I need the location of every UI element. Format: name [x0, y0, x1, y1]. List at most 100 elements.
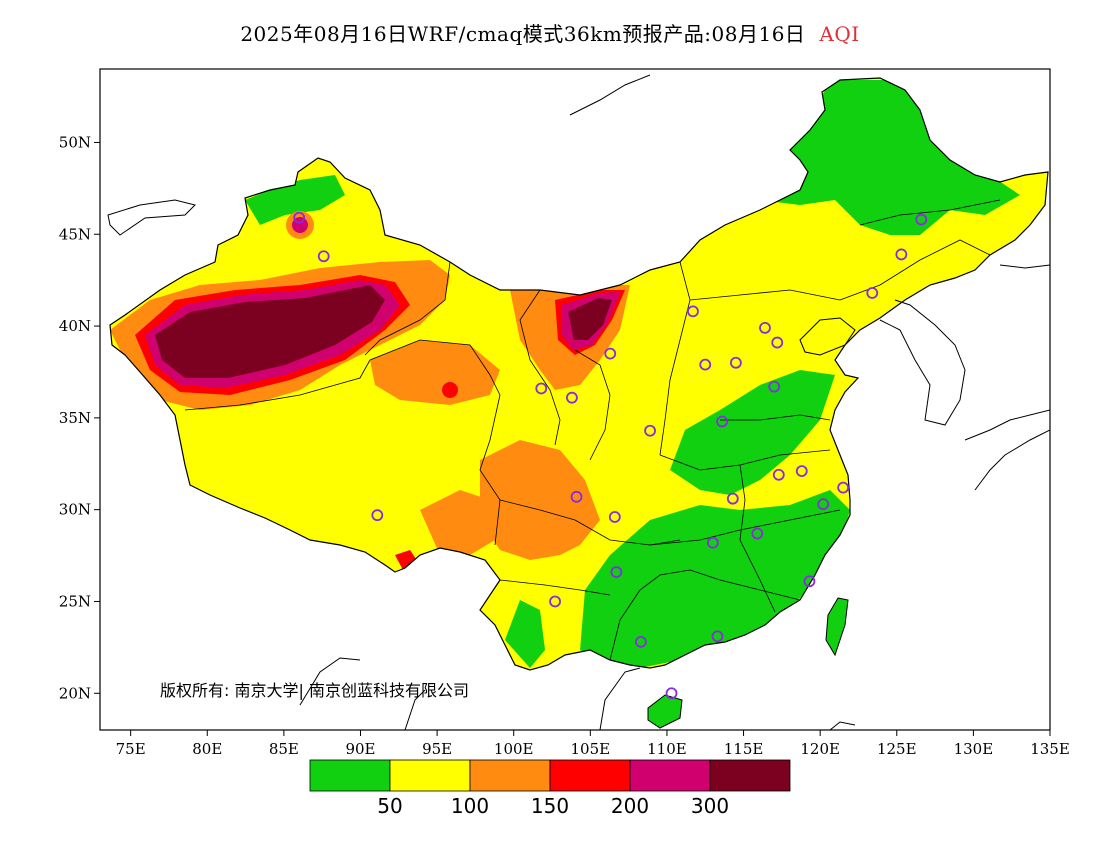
city-marker [293, 211, 306, 224]
russia-coast [999, 264, 1050, 269]
city-marker [729, 356, 742, 369]
city-marker [549, 595, 561, 608]
title-product: AQI [819, 22, 860, 46]
boundary-jilin-heilongjiang [859, 199, 1001, 226]
legend-swatch [549, 759, 631, 792]
y-tick-label: 35N [59, 409, 91, 427]
x-tick-label: 120E [800, 740, 840, 758]
boundary-xinjiang-gansu [364, 261, 451, 356]
legend-swatch [389, 759, 471, 792]
hainan-island [647, 694, 683, 729]
vietnam-coast [599, 667, 641, 730]
city-marker [634, 635, 647, 648]
boundary-liaoning-jilin [839, 239, 991, 301]
legend-swatch [309, 759, 391, 792]
city-marker [566, 391, 578, 404]
x-tick-label: 80E [192, 740, 222, 758]
x-tick-label: 130E [954, 740, 994, 758]
aqi-good-zone-central [670, 370, 835, 495]
city-marker [711, 630, 724, 643]
city-marker [371, 509, 384, 522]
city-marker [759, 321, 771, 334]
legend-label: 300 [691, 794, 729, 818]
boundary-hebei-inner-mongolia [689, 289, 841, 301]
japan-coast-south [974, 429, 1050, 491]
korea-coast [879, 299, 966, 426]
aqi-usg-zone-tibet-east [420, 490, 495, 555]
aqi-good-zone-altai [245, 175, 345, 225]
philippines-coast [829, 721, 856, 730]
city-marker [570, 490, 583, 503]
aqi-good-zone-yunnan [505, 600, 545, 668]
x-tick-label: 75E [116, 740, 146, 758]
boundary-hunan-jiangxi [649, 509, 841, 546]
aqi-usg-zone-sichuan [480, 440, 600, 560]
boundary-shandong-jiangsu [720, 414, 831, 421]
legend-label: 50 [377, 794, 402, 818]
city-marker [768, 380, 781, 393]
aqi-good-zone-northeast [760, 80, 1020, 235]
legend-swatch [629, 759, 711, 792]
x-tick-label: 85E [269, 740, 299, 758]
northern-coast-fragment [569, 74, 651, 116]
city-marker [915, 213, 928, 226]
x-tick-label: 105E [571, 740, 611, 758]
y-tick-label: 20N [59, 684, 91, 702]
aqi-hazardous-zone-alxa [568, 298, 612, 340]
x-tick-label: 90E [345, 740, 375, 758]
japan-coast-kyushu [964, 409, 1050, 441]
legend-label: 200 [611, 794, 649, 818]
province-boundaries [184, 199, 1001, 661]
coastlines [107, 74, 1050, 730]
y-axis: 20N 25N 30N 35N 40N 45N 50N [59, 133, 100, 702]
y-tick-label: 30N [59, 501, 91, 519]
x-tick-label: 115E [724, 740, 764, 758]
aqi-legend: 50 100 150 200 300 [309, 759, 791, 818]
city-marker [837, 481, 850, 494]
city-marker [803, 575, 816, 588]
city-marker [716, 415, 728, 428]
legend-label: 150 [531, 794, 569, 818]
y-tick-label: 25N [59, 592, 91, 610]
bangladesh-coast [404, 689, 426, 730]
city-marker [608, 511, 621, 523]
city-marker [817, 498, 830, 511]
copyright-text: 版权所有: 南京大学| 南京创蓝科技有限公司 [160, 681, 469, 700]
aqi-good-zone-south [580, 490, 850, 668]
boundary-xinjiang-tibet [184, 339, 501, 411]
legend-swatch [709, 759, 791, 792]
aqi-hotspot-qaidam [442, 382, 458, 398]
x-tick-label: 95E [422, 740, 452, 758]
x-tick-label: 135E [1030, 740, 1070, 758]
taiwan-island [825, 597, 849, 657]
boundary-tibet-sichuan [479, 394, 501, 546]
city-marker [604, 347, 617, 360]
bohai-sea-coast [799, 317, 856, 356]
x-tick-label: 100E [494, 740, 534, 758]
y-tick-label: 50N [59, 133, 91, 151]
india-coast-fragment [299, 657, 361, 706]
city-markers [293, 211, 928, 700]
city-marker [726, 492, 739, 505]
y-tick-label: 45N [59, 225, 91, 243]
legend-swatch [469, 759, 551, 792]
aqi-usg-zone-qinghai [370, 340, 500, 405]
city-marker [644, 424, 656, 437]
city-marker [687, 305, 699, 318]
map-title: 2025年08月16日WRF/cmaq模式36km预报产品:08月16日 AQI [0, 18, 1100, 47]
boundary-yunnan [499, 579, 611, 596]
x-tick-label: 110E [647, 740, 687, 758]
city-marker [535, 382, 548, 395]
x-tick-label: 125E [877, 740, 917, 758]
city-marker [771, 336, 784, 349]
city-marker [317, 250, 330, 263]
boundary-guangxi [609, 569, 691, 661]
city-marker [610, 566, 623, 578]
city-marker [751, 527, 764, 540]
city-marker [707, 536, 719, 549]
boundary-ningxia-shaanxi [574, 349, 611, 461]
city-marker [699, 358, 712, 371]
city-marker [866, 287, 879, 299]
title-main: 2025年08月16日WRF/cmaq模式36km预报产品:08月16日 [240, 22, 806, 46]
